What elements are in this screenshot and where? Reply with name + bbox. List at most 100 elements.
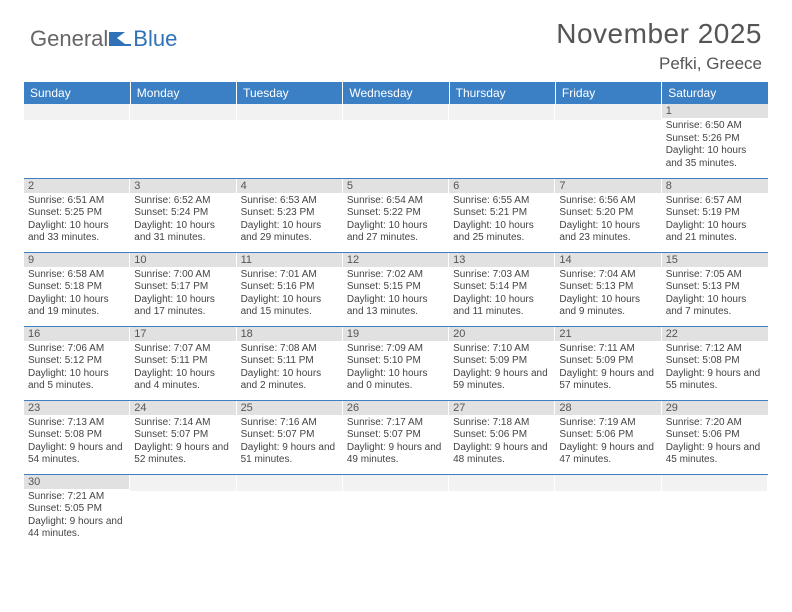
calendar-cell [130,104,236,178]
day-details: Sunrise: 7:08 AMSunset: 5:11 PMDaylight:… [237,341,343,396]
daylight-text: Daylight: 9 hours and 59 minutes. [453,368,551,393]
calendar-cell: 6Sunrise: 6:55 AMSunset: 5:21 PMDaylight… [449,178,555,252]
calendar-cell: 12Sunrise: 7:02 AMSunset: 5:15 PMDayligh… [343,252,449,326]
daylight-text: Daylight: 10 hours and 11 minutes. [453,294,551,319]
sunset-text: Sunset: 5:25 PM [28,207,126,220]
day-number: 11 [237,253,343,267]
day-number: 28 [555,401,661,415]
sunrise-text: Sunrise: 6:52 AM [134,195,232,208]
calendar-week-row: 23Sunrise: 7:13 AMSunset: 5:08 PMDayligh… [24,400,768,474]
sunrise-text: Sunrise: 7:09 AM [347,343,445,356]
sunrise-text: Sunrise: 7:02 AM [347,269,445,282]
daylight-text: Daylight: 10 hours and 19 minutes. [28,294,126,319]
sunset-text: Sunset: 5:26 PM [666,133,764,146]
day-details: Sunrise: 7:12 AMSunset: 5:08 PMDaylight:… [662,341,768,396]
sunset-text: Sunset: 5:06 PM [559,429,657,442]
sunset-text: Sunset: 5:19 PM [666,207,764,220]
calendar-cell: 28 Sunrise: 7:19 AMSunset: 5:06 PMDayligh… [555,400,661,474]
sunrise-text: Sunrise: 7:16 AM [241,417,339,430]
day-details: Sunrise: 7:01 AMSunset: 5:16 PMDaylight:… [237,267,343,322]
day-number: 10 [130,253,236,267]
day-details: Sunrise: 6:55 AMSunset: 5:21 PMDaylight:… [449,193,555,248]
day-number: 26 [343,401,449,415]
day-header-row: Sunday Monday Tuesday Wednesday Thursday… [24,82,768,104]
calendar-cell: 5Sunrise: 6:54 AMSunset: 5:22 PMDaylight… [343,178,449,252]
empty-day-number [237,475,343,491]
sunset-text: Sunset: 5:21 PM [453,207,551,220]
sunrise-text: Sunrise: 6:53 AM [241,195,339,208]
empty-day-number [343,475,449,491]
sunrise-text: Sunrise: 7:12 AM [666,343,764,356]
sunset-text: Sunset: 5:17 PM [134,281,232,294]
daylight-text: Daylight: 10 hours and 25 minutes. [453,220,551,245]
calendar-cell [662,474,768,548]
sunrise-text: Sunrise: 6:58 AM [28,269,126,282]
daylight-text: Daylight: 9 hours and 57 minutes. [559,368,657,393]
sunrise-text: Sunrise: 6:50 AM [666,120,764,133]
daylight-text: Daylight: 9 hours and 49 minutes. [347,442,445,467]
daylight-text: Daylight: 10 hours and 15 minutes. [241,294,339,319]
daylight-text: Daylight: 9 hours and 52 minutes. [134,442,232,467]
sunrise-text: Sunrise: 7:19 AM [559,417,657,430]
sunrise-text: Sunrise: 6:55 AM [453,195,551,208]
sunrise-text: Sunrise: 7:05 AM [666,269,764,282]
calendar-week-row: 1Sunrise: 6:50 AMSunset: 5:26 PMDaylight… [24,104,768,178]
sunset-text: Sunset: 5:06 PM [453,429,551,442]
sunset-text: Sunset: 5:11 PM [241,355,339,368]
day-details: Sunrise: 6:54 AMSunset: 5:22 PMDaylight:… [343,193,449,248]
sunrise-text: Sunrise: 7:21 AM [28,491,126,504]
calendar-cell [555,474,661,548]
day-number: 9 [24,253,130,267]
day-number: 24 [130,401,236,415]
day-number: 17 [130,327,236,341]
calendar-cell [24,104,130,178]
sunset-text: Sunset: 5:07 PM [347,429,445,442]
daylight-text: Daylight: 9 hours and 45 minutes. [666,442,764,467]
day-number: 29 [662,401,768,415]
daylight-text: Daylight: 9 hours and 51 minutes. [241,442,339,467]
daylight-text: Daylight: 10 hours and 33 minutes. [28,220,126,245]
calendar-cell: 4Sunrise: 6:53 AMSunset: 5:23 PMDaylight… [237,178,343,252]
day-details: Sunrise: 7:16 AMSunset: 5:07 PMDaylight:… [237,415,343,470]
day-details: Sunrise: 7:14 AMSunset: 5:07 PMDaylight:… [130,415,236,470]
sunset-text: Sunset: 5:18 PM [28,281,126,294]
daylight-text: Daylight: 10 hours and 5 minutes. [28,368,126,393]
calendar-cell: 20Sunrise: 7:10 AMSunset: 5:09 PMDayligh… [449,326,555,400]
day-details: Sunrise: 7:03 AMSunset: 5:14 PMDaylight:… [449,267,555,322]
sunset-text: Sunset: 5:05 PM [28,503,126,516]
day-details: Sunrise: 7:06 AMSunset: 5:12 PMDaylight:… [24,341,130,396]
sunrise-text: Sunrise: 7:03 AM [453,269,551,282]
day-details: Sunrise: 7:00 AMSunset: 5:17 PMDaylight:… [130,267,236,322]
brand-logo: General Blue [30,26,177,52]
sunrise-text: Sunrise: 7:04 AM [559,269,657,282]
calendar-cell: 2Sunrise: 6:51 AMSunset: 5:25 PMDaylight… [24,178,130,252]
sunrise-text: Sunrise: 7:06 AM [28,343,126,356]
day-number: 25 [237,401,343,415]
empty-day-number [237,104,343,120]
day-number: 14 [555,253,661,267]
day-number: 23 [24,401,130,415]
calendar-cell: 7Sunrise: 6:56 AMSunset: 5:20 PMDaylight… [555,178,661,252]
calendar-cell [343,104,449,178]
day-details: Sunrise: 6:53 AMSunset: 5:23 PMDaylight:… [237,193,343,248]
day-number: 1 [662,104,768,118]
location-label: Pefki, Greece [24,54,762,74]
day-number: 21 [555,327,661,341]
day-number: 2 [24,179,130,193]
calendar-cell: 14Sunrise: 7:04 AMSunset: 5:13 PMDayligh… [555,252,661,326]
empty-day-number [130,104,236,120]
daylight-text: Daylight: 9 hours and 47 minutes. [559,442,657,467]
day-details: Sunrise: 7:10 AMSunset: 5:09 PMDaylight:… [449,341,555,396]
day-number: 4 [237,179,343,193]
daylight-text: Daylight: 10 hours and 29 minutes. [241,220,339,245]
day-details: Sunrise: 7:07 AMSunset: 5:11 PMDaylight:… [130,341,236,396]
sunset-text: Sunset: 5:09 PM [559,355,657,368]
day-number: 30 [24,475,130,489]
day-details: Sunrise: 7:09 AMSunset: 5:10 PMDaylight:… [343,341,449,396]
day-number: 18 [237,327,343,341]
daylight-text: Daylight: 10 hours and 23 minutes. [559,220,657,245]
empty-day-number [343,104,449,120]
sunrise-text: Sunrise: 7:11 AM [559,343,657,356]
day-number: 19 [343,327,449,341]
sunset-text: Sunset: 5:13 PM [666,281,764,294]
